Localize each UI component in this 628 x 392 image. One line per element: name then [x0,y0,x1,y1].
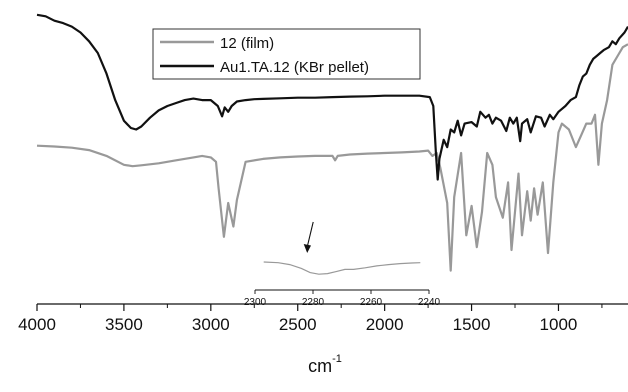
x-axis-ticks: 4000 3500 3000 2500 2000 1500 1000 [18,304,603,334]
legend-label-film: 12 (film) [220,35,274,52]
legend: 12 (film) Au1.TA.12 (KBr pellet) [152,28,421,80]
inset-chart: 2300 2280 2260 2240 [244,221,441,308]
series-line-film [36,43,628,272]
x-tick-label-3000: 3000 [192,315,230,334]
inset-x-tick-label-2300: 2300 [244,297,267,308]
inset-x-axis-ticks: 2300 2280 2260 2240 [244,290,441,308]
inset-series-line [263,261,421,275]
legend-label-kbr: Au1.TA.12 (KBr pellet) [220,59,369,76]
x-tick-label-1000: 1000 [540,315,578,334]
inset-x-tick-label-2280: 2280 [302,297,325,308]
x-axis-title: cm-1 [308,353,342,376]
x-tick-label-2500: 2500 [279,315,317,334]
x-tick-label-2000: 2000 [366,315,404,334]
inset-x-tick-label-2240: 2240 [418,297,441,308]
series-line-kbr-pellet [36,13,628,181]
arrow-shaft [306,221,314,248]
x-axis-title-unit: cm [308,356,332,376]
legend-box [152,28,421,80]
inset-arrow [303,221,314,253]
x-tick-label-4000: 4000 [18,315,56,334]
inset-series-group [263,261,421,275]
main-series-group [36,13,628,272]
x-tick-label-3500: 3500 [105,315,143,334]
arrow-head [303,244,311,253]
x-axis-title-exponent: -1 [332,353,342,365]
inset-x-tick-label-2260: 2260 [360,297,383,308]
x-tick-label-1500: 1500 [453,315,491,334]
